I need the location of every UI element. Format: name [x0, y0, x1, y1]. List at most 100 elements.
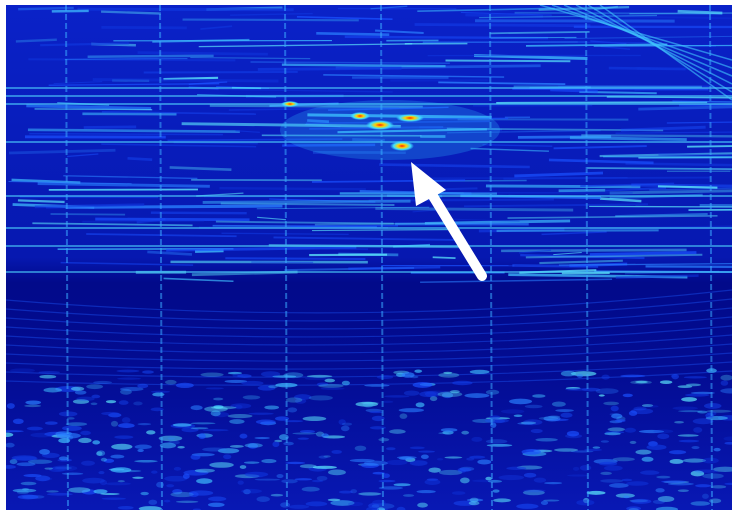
- speckle: [119, 400, 129, 405]
- speckle: [672, 406, 698, 410]
- speckle: [714, 448, 721, 452]
- speckle: [684, 376, 707, 378]
- speckle: [191, 405, 203, 410]
- speckle: [413, 382, 433, 388]
- streak: [101, 27, 186, 28]
- streak: [16, 40, 57, 42]
- speckle: [601, 440, 609, 442]
- speckle: [27, 427, 43, 431]
- streak: [646, 266, 738, 267]
- speckle: [39, 449, 50, 455]
- speckle: [118, 506, 134, 510]
- speckle: [576, 500, 594, 506]
- streak: [570, 138, 687, 140]
- speckle: [671, 375, 678, 378]
- streak: [465, 15, 543, 16]
- speckle: [611, 406, 619, 412]
- speckle: [599, 394, 605, 396]
- speckle: [402, 372, 415, 378]
- speckle: [18, 495, 39, 500]
- speckle: [421, 454, 429, 459]
- speckle: [135, 445, 152, 450]
- speckle: [604, 432, 620, 435]
- speckle: [567, 474, 589, 476]
- speckle: [307, 375, 333, 378]
- speckle: [166, 484, 174, 487]
- speckle: [544, 482, 562, 484]
- spot: [350, 112, 370, 120]
- speckle: [111, 421, 118, 427]
- speckle: [211, 410, 221, 416]
- speckle: [541, 501, 548, 505]
- speckle: [378, 438, 389, 441]
- speckle: [339, 491, 353, 494]
- speckle: [384, 395, 409, 397]
- speckle: [623, 495, 629, 498]
- speckle: [438, 432, 449, 434]
- speckle: [656, 476, 670, 479]
- speckle: [516, 504, 538, 509]
- speckle: [240, 465, 247, 469]
- streak: [258, 68, 402, 69]
- speckle: [47, 493, 73, 496]
- speckle: [493, 489, 500, 492]
- speckle: [78, 438, 92, 443]
- speckle: [604, 466, 623, 471]
- speckle: [59, 456, 68, 460]
- speckle: [609, 483, 629, 488]
- speckle: [75, 390, 87, 394]
- speckle: [552, 402, 566, 407]
- streak: [497, 230, 659, 231]
- speckle: [223, 454, 231, 459]
- speckle: [243, 395, 261, 399]
- speckle: [577, 374, 583, 378]
- speckle: [174, 467, 181, 471]
- speckle: [148, 500, 157, 505]
- speckle: [631, 408, 653, 414]
- speckle: [720, 375, 732, 381]
- speckle: [168, 437, 176, 440]
- speckle: [7, 403, 15, 409]
- speckle: [114, 435, 133, 439]
- speckle: [437, 458, 443, 460]
- speckle: [111, 444, 132, 450]
- speckle: [189, 492, 199, 497]
- glow: [280, 100, 500, 160]
- speckle: [101, 458, 107, 462]
- speckle: [288, 505, 309, 509]
- speckle: [493, 498, 511, 502]
- speckle: [601, 375, 609, 380]
- speckle: [257, 496, 270, 502]
- streak: [515, 13, 723, 14]
- speckle: [631, 499, 651, 504]
- speckle: [328, 469, 346, 475]
- speckle: [693, 427, 702, 433]
- speckle: [317, 476, 328, 481]
- streak: [82, 221, 204, 222]
- speckle: [416, 402, 425, 407]
- speckle: [137, 449, 143, 452]
- streak: [225, 258, 365, 259]
- speckle: [10, 459, 18, 464]
- speckle: [331, 450, 342, 454]
- speckle: [660, 380, 672, 384]
- speckle: [177, 446, 184, 449]
- speckle: [176, 501, 198, 503]
- speckle: [106, 400, 116, 403]
- streak: [315, 248, 369, 249]
- speckle: [525, 405, 543, 408]
- speckle: [364, 461, 388, 466]
- speckle: [603, 402, 619, 406]
- streak: [433, 257, 456, 258]
- speckle: [101, 412, 119, 415]
- speckle: [342, 381, 350, 386]
- speckle: [656, 507, 678, 512]
- streak: [282, 65, 446, 66]
- speckle: [139, 506, 162, 511]
- speckle: [386, 447, 396, 450]
- streak: [491, 37, 577, 38]
- speckle: [400, 413, 408, 418]
- speckle: [635, 450, 651, 455]
- speckle: [200, 372, 223, 376]
- speckle: [24, 405, 41, 408]
